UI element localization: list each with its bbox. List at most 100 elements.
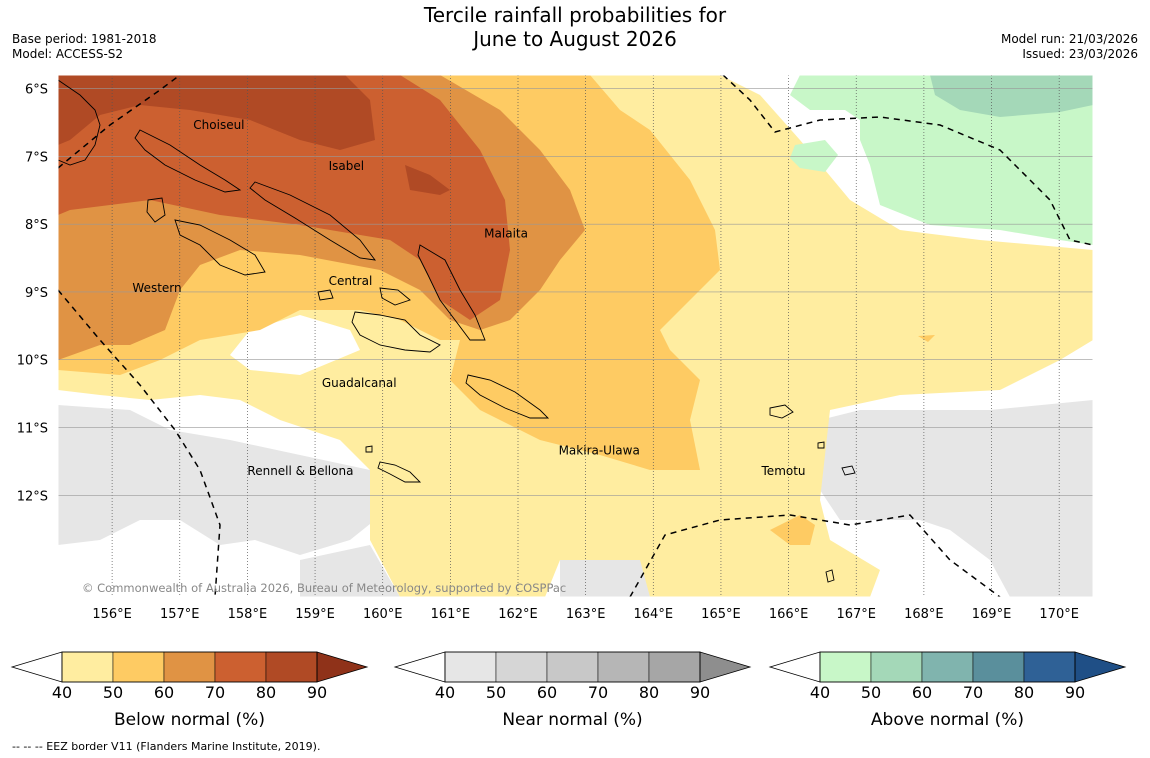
colorbar-segment bbox=[1023, 651, 1076, 683]
colorbar-segment bbox=[546, 651, 599, 683]
island-new-georgia bbox=[174, 219, 266, 276]
colorbar-segment bbox=[214, 651, 267, 683]
island-rennell bbox=[377, 461, 422, 483]
region-label: Central bbox=[329, 274, 373, 288]
lon-tick-label: 160°E bbox=[363, 607, 403, 622]
model-run: Model run: 21/03/2026 bbox=[1000, 32, 1138, 46]
eez-north-east bbox=[722, 74, 1094, 246]
colorbar-tick-label: 70 bbox=[205, 683, 225, 702]
coastlines bbox=[57, 79, 856, 583]
below-80-90 bbox=[58, 75, 375, 150]
colorbar-segment bbox=[870, 651, 923, 683]
island-ndeni bbox=[769, 404, 794, 419]
colorbar-segment bbox=[819, 651, 872, 683]
colorbar-tick-label: 90 bbox=[1065, 683, 1085, 702]
lat-tick-label: 10°S bbox=[17, 354, 48, 369]
eez-north-west bbox=[57, 74, 181, 169]
eez-west bbox=[57, 289, 221, 598]
colorbar-above-normal: 40 50 60 70 80 90 Above normal (%) bbox=[768, 651, 1127, 730]
island-guadalcanal bbox=[351, 311, 441, 353]
map-title: Tercile rainfall probabilities for June … bbox=[0, 3, 1150, 51]
colorbar-segment bbox=[444, 651, 497, 683]
colorbar-tick-label: 40 bbox=[52, 683, 72, 702]
map-frame bbox=[57, 74, 1094, 598]
colorbar-tick-label: 90 bbox=[307, 683, 327, 702]
region-label: Guadalcanal bbox=[322, 376, 397, 390]
colorbar-segment bbox=[163, 651, 216, 683]
lon-tick-label: 158°E bbox=[228, 607, 268, 622]
region-label: Choiseul bbox=[193, 118, 244, 132]
lon-tick-label: 168°E bbox=[904, 607, 944, 622]
colorbar-under-triangle bbox=[10, 651, 63, 683]
below-50-60-patch-small bbox=[918, 335, 935, 342]
eez-footnote: -- -- -- EEZ border V11 (Flanders Marine… bbox=[12, 740, 321, 753]
island-choiseul bbox=[134, 129, 242, 193]
lon-tick-label: 156°E bbox=[92, 607, 132, 622]
colorbar-segment bbox=[265, 651, 318, 683]
colorbar-outline bbox=[444, 651, 701, 683]
region-label: Malaita bbox=[484, 227, 528, 241]
colorbar-tick-label: 90 bbox=[690, 683, 710, 702]
eez-south-east bbox=[629, 514, 1001, 598]
lon-tick-label: 162°E bbox=[498, 607, 538, 622]
colorbar-outline bbox=[61, 651, 318, 683]
island-bellona bbox=[365, 445, 373, 453]
colorbar-tick-label: 80 bbox=[1014, 683, 1034, 702]
axis-labels: 156°E 157°E 158°E 159°E 160°E 161°E 162°E 163°E… bbox=[17, 83, 1079, 622]
colorbar-segment bbox=[648, 651, 701, 683]
below-50-60-patch-temotu bbox=[770, 515, 815, 545]
near-normal-south bbox=[300, 545, 400, 597]
meta-left: Base period: 1981-2018 Model: ACCESS-S2 bbox=[12, 32, 157, 62]
colorbar-tick-label: 60 bbox=[154, 683, 174, 702]
below-80-90-isabel bbox=[405, 165, 450, 195]
colorbar-segment bbox=[61, 651, 114, 683]
colorbar-tick-label: 40 bbox=[810, 683, 830, 702]
island-isabel bbox=[249, 181, 377, 261]
region-label: Makira-Ulawa bbox=[559, 444, 640, 458]
colorbars: 40 50 60 70 80 90 Below normal (%) 40 50 60 70 80 90… bbox=[10, 651, 1127, 730]
lat-tick-label: 12°S bbox=[17, 489, 48, 504]
meta-right: Model run: 21/03/2026 Issued: 23/03/2026 bbox=[1001, 32, 1138, 62]
colorbar-outline bbox=[819, 651, 1076, 683]
colorbar-tick-label: 60 bbox=[537, 683, 557, 702]
colorbar-segment bbox=[972, 651, 1025, 683]
graticule bbox=[58, 75, 1093, 597]
colorbar-over-triangle bbox=[316, 651, 369, 683]
island-russell bbox=[317, 289, 334, 301]
colorbar-title: Above normal (%) bbox=[871, 710, 1024, 730]
lon-tick-label: 170°E bbox=[1039, 607, 1079, 622]
colorbar-segment bbox=[495, 651, 548, 683]
colorbar-tick-label: 50 bbox=[486, 683, 506, 702]
colorbar-segment bbox=[597, 651, 650, 683]
colorbar-below-normal: 40 50 60 70 80 90 Below normal (%) bbox=[10, 651, 369, 730]
title-line-1: Tercile rainfall probabilities for bbox=[423, 3, 727, 27]
region-labels: Choiseul Isabel Malaita Western Central Guada… bbox=[132, 118, 805, 478]
lat-tick-label: 6°S bbox=[25, 83, 48, 98]
colorbar-tick-label: 60 bbox=[912, 683, 932, 702]
lon-tick-label: 161°E bbox=[431, 607, 471, 622]
near-normal-west bbox=[58, 405, 375, 555]
colorbar-segment bbox=[921, 651, 974, 683]
lat-tick-label: 11°S bbox=[17, 422, 48, 437]
lon-tick-label: 163°E bbox=[566, 607, 606, 622]
base-period: Base period: 1981-2018 bbox=[12, 32, 157, 46]
region-label: Western bbox=[132, 281, 181, 295]
lon-tick-label: 157°E bbox=[160, 607, 200, 622]
colorbar-tick-label: 80 bbox=[256, 683, 276, 702]
below-70-80 bbox=[58, 75, 510, 320]
colorbar-over-triangle bbox=[699, 651, 752, 683]
island-tikopia bbox=[825, 569, 835, 583]
title-line-2: June to August 2026 bbox=[473, 27, 677, 51]
lat-tick-label: 8°S bbox=[25, 218, 48, 233]
colorbar-tick-label: 70 bbox=[588, 683, 608, 702]
island-makira bbox=[465, 374, 550, 419]
colorbar-near-normal: 40 50 60 70 80 90 Near normal (%) bbox=[393, 651, 752, 730]
lat-tick-label: 7°S bbox=[25, 150, 48, 165]
lon-tick-label: 164°E bbox=[634, 607, 674, 622]
above-40-50-patch bbox=[790, 140, 838, 172]
issued-date: Issued: 23/03/2026 bbox=[1022, 47, 1138, 61]
lon-tick-label: 159°E bbox=[295, 607, 335, 622]
colorbar-under-triangle bbox=[393, 651, 446, 683]
colorbar-tick-label: 40 bbox=[435, 683, 455, 702]
